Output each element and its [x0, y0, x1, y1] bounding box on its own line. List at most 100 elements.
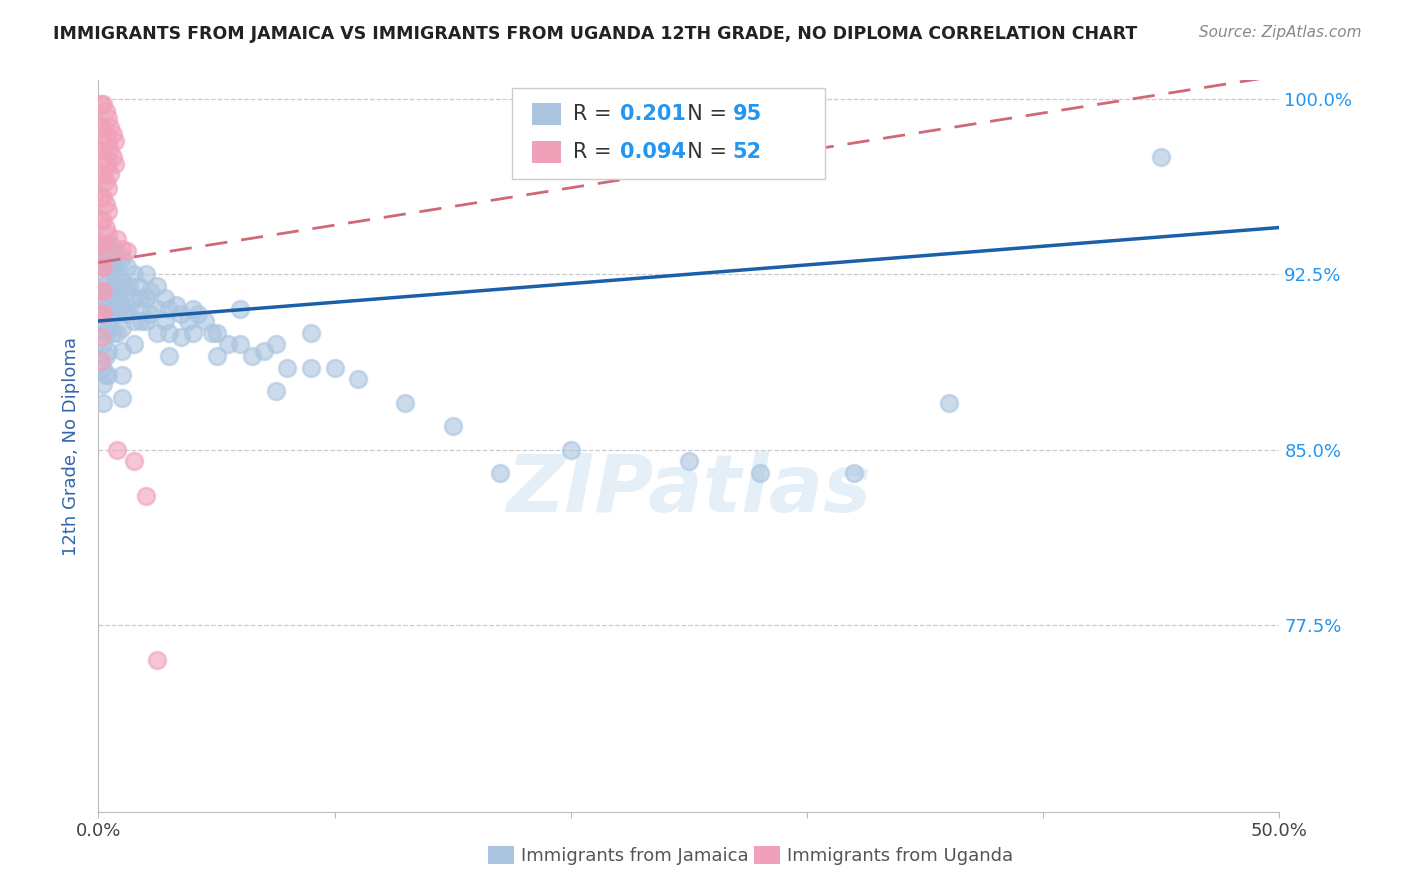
Point [118, 279, 141, 293]
Point [91, 255, 114, 269]
Point [91, 144, 114, 158]
Point [97, 274, 120, 288]
Point [253, 344, 276, 359]
Point [104, 291, 127, 305]
Point [170, 330, 193, 344]
Point [139, 284, 162, 298]
Point [91, 307, 114, 321]
Point [94, 197, 117, 211]
Point [201, 326, 224, 340]
Point [299, 326, 322, 340]
Point [97, 157, 120, 171]
Text: IMMIGRANTS FROM JAMAICA VS IMMIGRANTS FROM UGANDA 12TH GRADE, NO DIPLOMA CORRELA: IMMIGRANTS FROM JAMAICA VS IMMIGRANTS FR… [53, 25, 1137, 43]
Point [111, 298, 134, 312]
Point [157, 326, 180, 340]
Point [91, 396, 114, 410]
Point [104, 267, 127, 281]
Point [111, 321, 134, 335]
Point [97, 298, 120, 312]
Point [105, 232, 128, 246]
Point [489, 466, 512, 480]
Point [129, 291, 152, 305]
Point [122, 454, 145, 468]
Point [91, 213, 114, 227]
Point [91, 96, 114, 111]
Point [91, 167, 114, 181]
Point [98, 236, 121, 251]
Point [844, 466, 866, 480]
Point [94, 150, 117, 164]
Point [97, 181, 120, 195]
Point [94, 174, 117, 188]
Point [108, 302, 131, 317]
Point [748, 466, 770, 480]
Point [111, 242, 134, 256]
Point [129, 314, 152, 328]
Text: 95: 95 [733, 104, 762, 124]
Point [91, 314, 114, 328]
Point [97, 204, 120, 219]
Point [97, 134, 120, 148]
Point [98, 167, 121, 181]
Point [94, 103, 117, 118]
Point [101, 150, 124, 164]
Point [101, 279, 124, 293]
Point [115, 260, 138, 275]
Point [90, 330, 112, 344]
Point [111, 344, 134, 359]
Point [104, 244, 127, 258]
Point [153, 291, 176, 305]
Point [135, 314, 157, 328]
Point [91, 260, 114, 275]
Point [205, 326, 228, 340]
FancyBboxPatch shape [512, 87, 825, 179]
Point [194, 314, 217, 328]
Point [115, 244, 138, 258]
Point [560, 442, 582, 457]
Point [90, 353, 112, 368]
Point [122, 337, 145, 351]
Text: 0.094: 0.094 [620, 142, 686, 161]
Point [146, 326, 169, 340]
Point [394, 396, 416, 410]
Point [97, 344, 120, 359]
Point [90, 120, 112, 134]
Point [122, 314, 145, 328]
Y-axis label: 12th Grade, No Diploma: 12th Grade, No Diploma [62, 336, 80, 556]
Point [104, 157, 127, 171]
Point [122, 267, 145, 281]
Point [91, 236, 114, 251]
Point [105, 260, 128, 275]
Point [94, 220, 117, 235]
Point [205, 349, 228, 363]
Point [98, 144, 121, 158]
Point [90, 307, 112, 321]
Point [170, 307, 193, 321]
Text: Source: ZipAtlas.com: Source: ZipAtlas.com [1198, 25, 1361, 40]
Point [146, 279, 169, 293]
Point [135, 489, 157, 503]
Point [105, 442, 128, 457]
Point [97, 368, 120, 382]
Point [1150, 150, 1173, 164]
Point [90, 144, 112, 158]
Point [135, 267, 157, 281]
Point [101, 255, 124, 269]
Point [111, 368, 134, 382]
Point [122, 291, 145, 305]
Point [97, 227, 120, 242]
FancyBboxPatch shape [531, 103, 561, 125]
Point [177, 314, 200, 328]
FancyBboxPatch shape [488, 847, 515, 864]
Point [146, 653, 169, 667]
Point [94, 349, 117, 363]
Point [101, 127, 124, 141]
Point [105, 307, 128, 321]
Point [115, 284, 138, 298]
Point [157, 349, 180, 363]
Point [115, 307, 138, 321]
Point [146, 302, 169, 317]
Point [229, 337, 252, 351]
Point [90, 190, 112, 204]
Point [187, 307, 209, 321]
